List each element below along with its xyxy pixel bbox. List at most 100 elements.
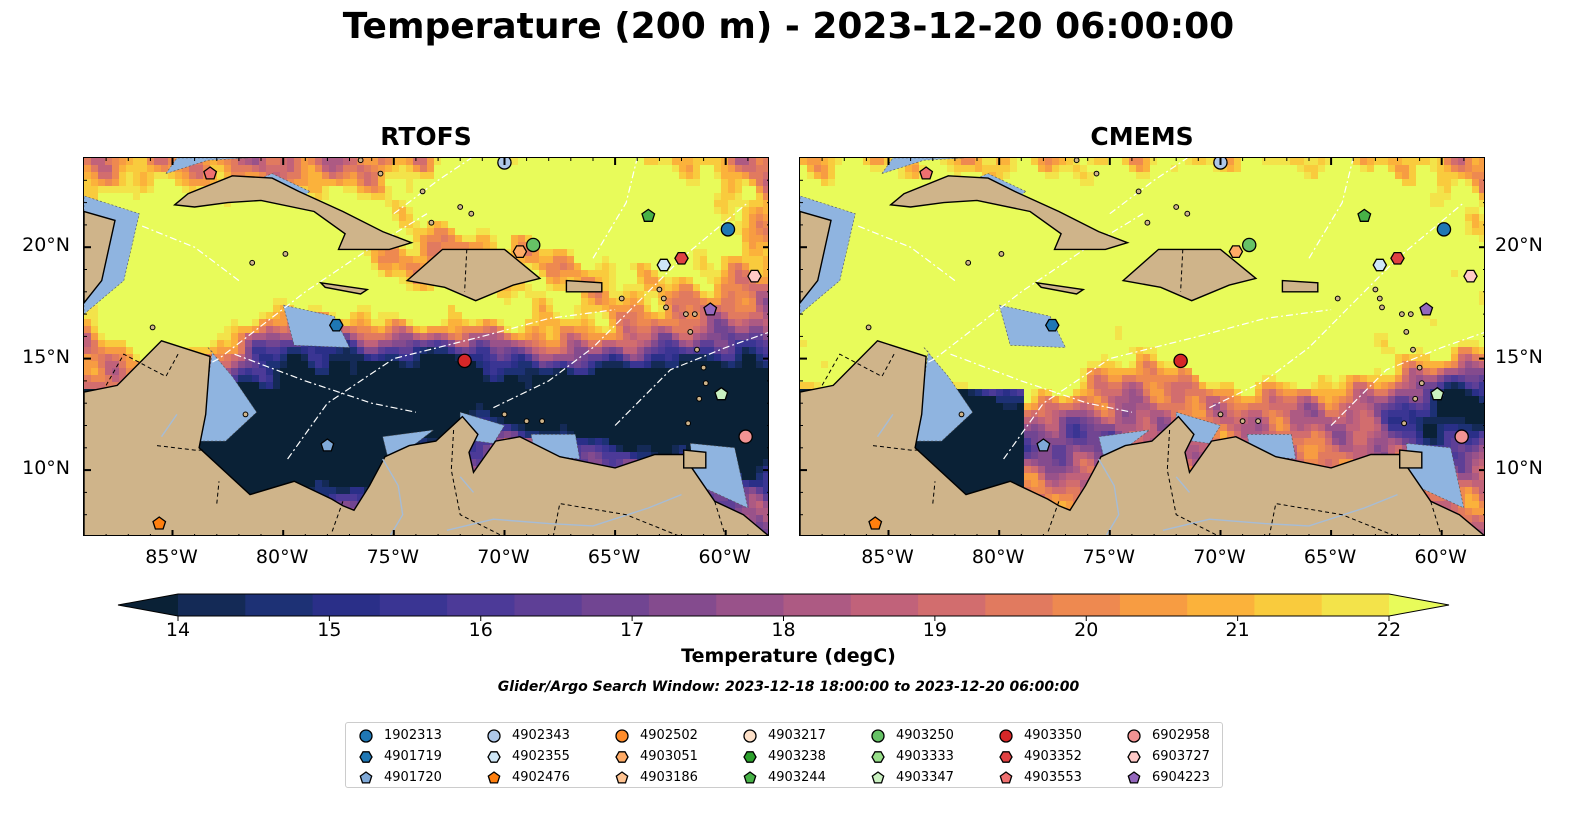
- float-marker-6903727: [747, 269, 762, 283]
- circle-marker-icon: [871, 728, 885, 743]
- rtofs-map: [83, 157, 769, 536]
- panel-title-rtofs: RTOFS: [380, 122, 472, 151]
- lon-tick-label: 60°W: [1414, 546, 1467, 568]
- legend-item-1902313: 1902313: [358, 725, 442, 746]
- lat-tick-label: 10°N: [1495, 457, 1543, 480]
- legend-label: 4901719: [384, 749, 442, 764]
- legend-label: 4902343: [512, 728, 570, 743]
- land-mass: [800, 158, 1484, 535]
- float-marker-1902313: [720, 222, 736, 237]
- legend-label: 4902502: [640, 728, 698, 743]
- hexagon-marker-icon: [871, 750, 885, 763]
- colorbar: [117, 593, 1450, 621]
- search-window-text: Glider/Argo Search Window: 2023-12-18 18…: [497, 679, 1080, 695]
- float-marker-4903250: [525, 237, 541, 253]
- float-marker-4903350: [1173, 353, 1188, 369]
- pentagon-marker-icon: [615, 770, 629, 784]
- legend-label: 4903347: [896, 770, 954, 785]
- lat-tick-label: 20°N: [1495, 234, 1543, 257]
- legend-item-4903217: 4903217: [742, 725, 826, 746]
- eez-boundaries: [84, 158, 768, 493]
- hexagon-marker-icon: [487, 750, 501, 763]
- lat-tick-label: 15°N: [1495, 345, 1543, 368]
- legend-label: 4901720: [384, 770, 442, 785]
- circle-marker-icon: [999, 728, 1013, 743]
- legend-item-6902958: 6902958: [1126, 725, 1210, 746]
- rivers: [876, 414, 1398, 535]
- circle-marker-icon: [359, 728, 373, 743]
- float-marker-4903244: [641, 208, 656, 222]
- hexagon-marker-icon: [999, 750, 1013, 763]
- colorbar-tick-label: 14: [165, 619, 191, 641]
- legend-item-4903333: 4903333: [870, 746, 954, 767]
- hexagon-marker-icon: [743, 750, 757, 763]
- colorbar-tick-label: 15: [317, 619, 342, 641]
- colorbar-tick-label: 17: [620, 619, 645, 641]
- lon-tick-label: 75°W: [366, 546, 420, 568]
- legend-item-4903244: 4903244: [742, 767, 826, 788]
- lon-tick-label: 80°W: [971, 546, 1025, 568]
- legend-item-4902355: 4902355: [486, 746, 570, 767]
- pentagon-marker-icon: [743, 770, 757, 784]
- colorbar-tick-label: 19: [922, 619, 947, 641]
- legend-item-6903727: 6903727: [1126, 746, 1210, 767]
- legend-item-4903238: 4903238: [742, 746, 826, 767]
- legend-label: 4903217: [768, 728, 826, 743]
- circle-marker-icon: [743, 728, 757, 743]
- legend-item-4903553: 4903553: [998, 767, 1082, 788]
- lon-tick-label: 65°W: [1303, 546, 1357, 568]
- legend-item-4902502: 4902502: [614, 725, 698, 746]
- float-marker-4903244: [1357, 208, 1372, 222]
- float-legend: 1902313 4901719 4901720 4902343 4902355 49024…: [345, 722, 1223, 788]
- country-borders: [105, 249, 726, 535]
- lon-tick-label: 60°W: [698, 546, 751, 568]
- legend-label: 4903051: [640, 749, 698, 764]
- float-marker-6904223: [1419, 302, 1434, 316]
- colorbar-extend-low: [118, 594, 178, 616]
- float-marker-6902958: [1454, 429, 1469, 444]
- float-marker-6902958: [738, 429, 753, 444]
- cmems-map: [799, 157, 1485, 536]
- pentagon-marker-icon: [359, 770, 373, 784]
- legend-item-4901719: 4901719: [358, 746, 442, 767]
- legend-label: 6904223: [1152, 770, 1210, 785]
- float-marker-4902476: [152, 516, 167, 530]
- legend-label: 4903186: [640, 770, 698, 785]
- float-marker-4903553: [203, 166, 218, 180]
- legend-item-4903051: 4903051: [614, 746, 698, 767]
- circle-marker-icon: [487, 728, 501, 743]
- float-marker-4902355: [1372, 258, 1388, 272]
- colorbar-tick-label: 18: [771, 619, 796, 641]
- legend-label: 4903553: [1024, 770, 1082, 785]
- float-marker-4903352: [1390, 251, 1405, 265]
- float-marker-4903051: [512, 245, 528, 259]
- colorbar-tick-label: 20: [1074, 619, 1099, 641]
- legend-item-6904223: 6904223: [1126, 767, 1210, 788]
- colorbar-tick-label: 16: [468, 619, 493, 641]
- lon-tick-label: 75°W: [1082, 546, 1136, 568]
- colorbar-extend-high: [1389, 594, 1449, 616]
- float-marker-4901719: [1044, 318, 1060, 332]
- legend-label: 1902313: [384, 728, 442, 743]
- float-marker-4903347: [1430, 386, 1445, 401]
- legend-item-4903250: 4903250: [870, 725, 954, 746]
- float-markers: [868, 158, 1478, 530]
- circle-marker-icon: [615, 728, 629, 743]
- legend-label: 4903352: [1024, 749, 1082, 764]
- float-marker-4903051: [1228, 245, 1244, 259]
- colorbar-tick-label: 21: [1225, 619, 1250, 641]
- legend-item-4903347: 4903347: [870, 767, 954, 788]
- legend-item-4902343: 4902343: [486, 725, 570, 746]
- float-marker-4901720: [1036, 438, 1051, 452]
- float-marker-4903347: [714, 386, 729, 401]
- colorbar-tick-label: 22: [1376, 619, 1402, 641]
- lon-tick-label: 70°W: [477, 546, 530, 568]
- float-marker-4903352: [674, 251, 689, 265]
- pentagon-marker-icon: [871, 770, 885, 784]
- rivers: [160, 414, 682, 535]
- legend-label: 4903244: [768, 770, 826, 785]
- panel-title-cmems: CMEMS: [1090, 122, 1194, 151]
- float-marker-4903350: [457, 353, 472, 369]
- legend-item-4903186: 4903186: [614, 767, 698, 788]
- map-ticks: [84, 158, 768, 535]
